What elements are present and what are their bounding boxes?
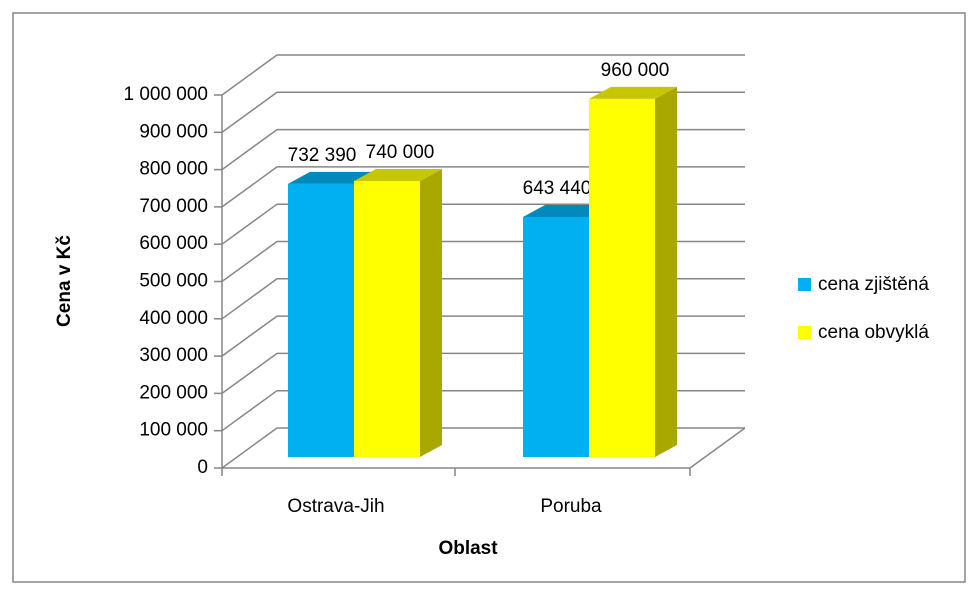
data-label: 732 390 [288,145,357,166]
grid-line [221,54,745,96]
bar-top [589,86,677,99]
y-tick-label: 800 000 [139,159,208,180]
data-label: 643 440 [523,178,592,199]
y-tick-label: 0 [197,457,208,478]
legend-label: cena obvyklá [818,322,929,343]
y-tick-label: 1 000 000 [123,84,208,105]
legend-label: cena zjištěná [818,274,929,295]
legend-swatch [798,326,811,339]
data-label: 960 000 [601,60,670,81]
bar [354,180,420,458]
bar-top [354,168,442,181]
x-tick-label: Ostrava-Jih [287,496,384,517]
y-tick-label: 900 000 [139,121,208,142]
bar-top [288,171,376,184]
y-tick-label: 100 000 [139,420,208,441]
bar-side [655,86,677,458]
y-tick-label: 400 000 [139,308,208,329]
y-tick-label: 300 000 [139,345,208,366]
bar-side [420,168,442,458]
legend-swatch [798,278,811,291]
y-tick-label: 600 000 [139,233,208,254]
bar [523,216,589,457]
y-tick-label: 200 000 [139,382,208,403]
x-axis-title: Oblast [438,538,498,559]
y-axis-title: Cena v Kč [54,235,75,327]
data-label: 740 000 [366,142,435,163]
y-tick-label: 700 000 [139,196,208,217]
grid-line [221,91,745,133]
bar [288,183,354,457]
x-tick-label: Poruba [540,496,602,517]
bar [589,98,655,458]
chart-border [12,12,966,583]
y-tick-label: 500 000 [139,271,208,292]
